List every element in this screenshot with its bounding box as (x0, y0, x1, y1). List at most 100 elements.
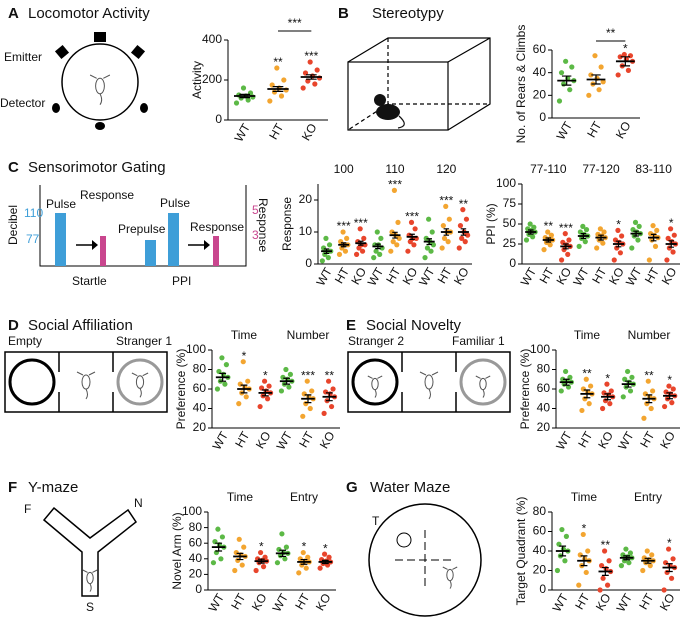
data-point (650, 388, 656, 394)
significance: * (667, 373, 672, 387)
error-bar (443, 228, 450, 236)
comparison-label: *** (288, 16, 302, 30)
x-tick-label: WT (210, 429, 232, 453)
error-bar (650, 233, 657, 242)
data-point (373, 248, 379, 254)
data-point (560, 376, 566, 382)
data-point (357, 226, 363, 232)
data-point (460, 207, 466, 213)
data-point (650, 223, 656, 229)
data-point (283, 366, 289, 373)
data-point (359, 248, 366, 254)
significance: ** (325, 368, 335, 382)
data-point (583, 227, 590, 233)
data-point (663, 389, 669, 395)
data-point (255, 556, 261, 562)
error-bar (460, 228, 467, 236)
error-bar (261, 389, 269, 397)
panel-letter: B (338, 5, 349, 22)
x-tick-label: KO (553, 265, 574, 287)
data-point (665, 546, 672, 552)
diagram-label: Pulse (46, 197, 76, 211)
set-label: Time (231, 328, 258, 342)
y-axis-label: Novel Arm (%) (170, 512, 184, 589)
error-bar (665, 563, 673, 573)
error-bar (215, 542, 223, 552)
y-tick-label: 10 (299, 224, 313, 238)
x-tick-label: HT (537, 265, 557, 286)
data-point (262, 554, 268, 560)
y-axis-label: Preference (%) (518, 349, 532, 430)
error-bar (409, 233, 415, 240)
error-bar (325, 392, 333, 402)
water-maze (368, 503, 482, 617)
significance: ** (582, 366, 592, 380)
three-chamber (4, 351, 168, 413)
diagram-label: Stranger 2 (348, 334, 404, 348)
data-point (623, 546, 629, 552)
x-tick-label: HT (584, 119, 604, 140)
data-point (309, 388, 315, 394)
panel-title: Stereotypy (372, 5, 444, 22)
error-bar (306, 74, 317, 80)
data-point (531, 224, 537, 230)
y-tick-label: 80 (533, 504, 547, 518)
data-point (411, 242, 417, 248)
data-point (320, 245, 327, 251)
data-point (325, 255, 331, 261)
data-point (548, 232, 555, 238)
y-tick-label: 40 (193, 401, 207, 415)
x-tick-label: WT (550, 591, 572, 615)
y-tick-label: 0 (539, 110, 546, 124)
y-tick-label: 40 (189, 551, 203, 565)
error-bar (236, 552, 244, 561)
error-bar (545, 237, 552, 243)
data-point (597, 226, 603, 232)
diagram-label: Response (80, 188, 134, 202)
y-tick-label: 75 (503, 196, 517, 210)
data-point (558, 388, 564, 394)
y-tick-label: 40 (537, 401, 551, 415)
data-point (304, 378, 310, 384)
error-bar (321, 559, 329, 565)
data-point (236, 401, 242, 407)
x-tick-label: KO (253, 429, 274, 451)
y-tick-label: 60 (533, 42, 547, 56)
mouse-icon (86, 571, 94, 585)
mouse-icon (419, 371, 439, 400)
data-point (210, 560, 217, 566)
data-point (527, 221, 533, 227)
data-point (547, 242, 553, 248)
data-point (615, 227, 621, 233)
data-point (240, 359, 246, 365)
data-point (615, 72, 621, 78)
y-axis-label: Activity (190, 61, 204, 99)
x-tick-label: HT (637, 429, 657, 450)
y-tick-label: 200 (202, 72, 222, 86)
significance: * (616, 218, 621, 232)
data-point (429, 229, 435, 235)
data-point (232, 567, 238, 574)
data-point (641, 555, 647, 561)
data-point (567, 87, 573, 93)
data-point (223, 362, 229, 368)
data-point (620, 394, 626, 400)
set-label: Number (287, 328, 330, 342)
data-point (463, 216, 470, 222)
data-point (596, 87, 602, 93)
data-point (328, 403, 335, 410)
data-point (377, 251, 383, 257)
mouse-icon (475, 375, 491, 398)
data-point (426, 216, 432, 222)
data-point (668, 226, 674, 232)
data-point (600, 405, 606, 412)
data-point (620, 552, 626, 558)
data-point (300, 413, 306, 419)
data-point (394, 242, 400, 248)
y-tick-label: 0 (195, 582, 202, 596)
data-point (280, 374, 286, 380)
data-point (214, 386, 221, 392)
data-point (604, 381, 610, 387)
mouse-icon (89, 74, 111, 105)
data-point (388, 248, 394, 254)
